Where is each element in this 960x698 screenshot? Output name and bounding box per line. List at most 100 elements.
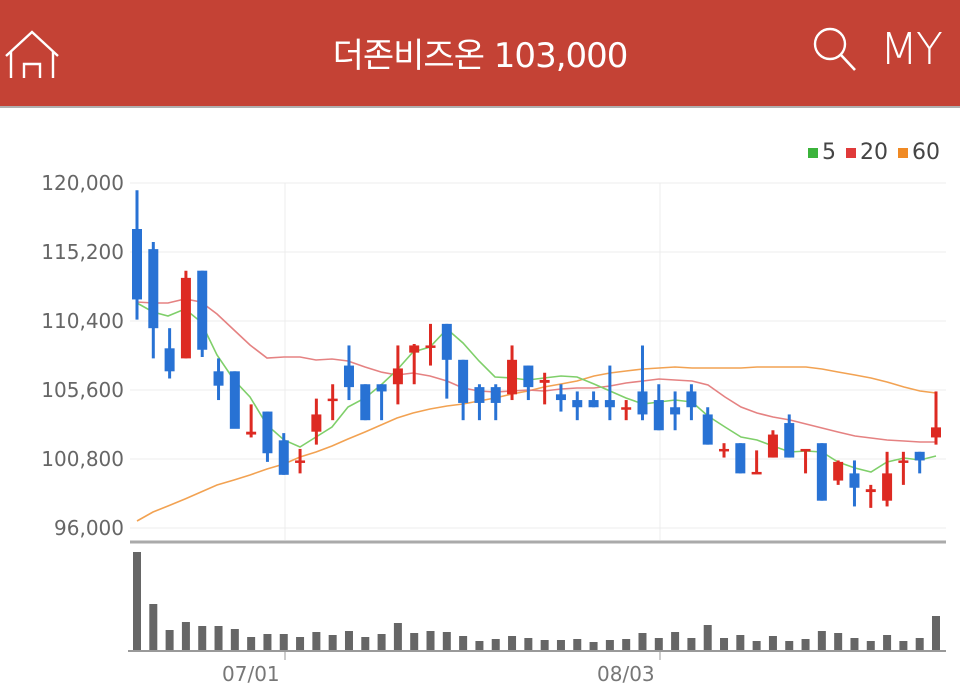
volume-bar xyxy=(312,632,321,650)
volume-bar xyxy=(508,636,517,650)
candle-body xyxy=(670,407,681,415)
volume-bar xyxy=(214,626,223,650)
y-tick-label: 105,600 xyxy=(41,378,124,402)
search-icon[interactable] xyxy=(810,24,860,74)
ma5-swatch xyxy=(808,147,818,158)
volume-bar xyxy=(344,631,353,650)
candle-body xyxy=(441,323,452,360)
volume-bar xyxy=(149,604,158,650)
candle-body xyxy=(392,368,403,385)
candle-body xyxy=(360,384,371,421)
volume-bar xyxy=(230,629,239,650)
y-tick-label: 110,400 xyxy=(41,309,124,333)
ma5-line xyxy=(136,302,937,473)
volume-bar xyxy=(133,552,141,650)
candle-body xyxy=(229,371,240,429)
candle-body xyxy=(409,345,420,353)
candle-body xyxy=(164,348,175,372)
candle-body xyxy=(719,448,730,452)
candle-body xyxy=(849,473,860,488)
volume-bar xyxy=(573,639,582,650)
volume-bar xyxy=(442,632,451,650)
legend-ma20-label: 20 xyxy=(860,140,888,165)
volume-bar xyxy=(752,641,761,650)
candle-body xyxy=(572,400,583,408)
candle-body xyxy=(278,440,289,475)
candle-body xyxy=(327,398,338,402)
volume-bar xyxy=(638,633,647,650)
volume-bar xyxy=(605,640,614,650)
volume-bar xyxy=(279,634,288,650)
volume-bar xyxy=(622,639,631,650)
volume-bar xyxy=(247,637,256,650)
y-tick-label: 120,000 xyxy=(41,171,124,195)
candle-body xyxy=(637,391,648,415)
candle-body xyxy=(735,443,746,474)
ma20-line xyxy=(136,298,936,443)
my-menu-button[interactable]: MY xyxy=(880,24,943,75)
volume-bar xyxy=(198,626,207,650)
candle-body xyxy=(246,431,257,435)
candle-body xyxy=(132,229,142,300)
volume-bar xyxy=(524,638,533,650)
candle-body xyxy=(555,394,566,401)
volume-bar xyxy=(736,635,745,650)
x-tick-label: 08/03 xyxy=(597,662,655,686)
volume-bar xyxy=(540,640,549,650)
volume-bar xyxy=(475,641,484,650)
volume-bar xyxy=(393,623,402,650)
candle-body xyxy=(490,387,501,403)
volume-bar xyxy=(296,637,305,650)
candle-body xyxy=(898,460,909,463)
volume-bar xyxy=(589,642,598,650)
candle-body xyxy=(800,448,811,452)
candle-body xyxy=(833,461,844,481)
header-divider xyxy=(0,106,960,108)
home-icon[interactable] xyxy=(2,26,62,82)
candle-body xyxy=(653,400,664,431)
candle-body xyxy=(262,411,273,454)
volume-bar xyxy=(720,638,729,650)
volume-bar xyxy=(932,616,940,650)
candle-body xyxy=(523,365,534,388)
volume-bar xyxy=(817,631,826,650)
volume-bar xyxy=(165,630,174,650)
volume-bar xyxy=(703,625,712,650)
candle-body xyxy=(702,414,713,445)
candle-body xyxy=(180,277,191,359)
volume-bar xyxy=(181,622,190,650)
volume-bar xyxy=(687,638,696,650)
volume-bar xyxy=(459,636,468,650)
volume-bar xyxy=(768,636,777,650)
candle-body xyxy=(507,359,518,395)
candle-body xyxy=(931,427,941,438)
candle-body xyxy=(882,473,893,501)
volume-bar xyxy=(556,640,565,650)
volume-bar xyxy=(426,631,435,650)
ma60-swatch xyxy=(898,147,908,158)
volume-bar xyxy=(915,638,924,650)
legend-ma5: 5 xyxy=(808,140,836,165)
volume-bar xyxy=(263,634,272,650)
volume-bar xyxy=(899,641,908,650)
legend-ma5-label: 5 xyxy=(822,140,836,165)
volume-bar xyxy=(361,637,370,650)
candle-body xyxy=(751,471,762,475)
candle-body xyxy=(816,443,827,501)
candle-body xyxy=(588,400,599,408)
volume-bar xyxy=(785,641,794,650)
candle-body xyxy=(474,387,485,403)
ma60-line xyxy=(136,366,937,522)
y-tick-label: 115,200 xyxy=(41,240,124,264)
legend-ma60-label: 60 xyxy=(912,140,940,165)
volume-bar xyxy=(850,638,859,650)
volume-bar xyxy=(671,632,680,650)
candle-body xyxy=(767,434,778,458)
candle-body xyxy=(784,423,795,458)
chart-legend: 5 20 60 xyxy=(808,140,940,165)
candle-body xyxy=(865,489,876,493)
y-tick-label: 96,000 xyxy=(54,516,124,540)
volume-bar xyxy=(834,633,843,650)
legend-ma60: 60 xyxy=(898,140,940,165)
